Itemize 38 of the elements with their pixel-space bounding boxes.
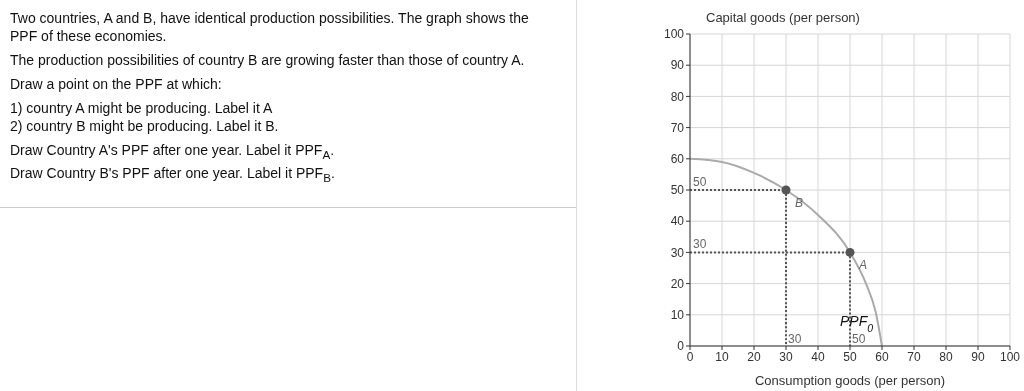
x-tick-label: 80 <box>939 349 953 364</box>
y-tick-label: 80 <box>670 89 685 104</box>
x-axis-title: Consumption goods (per person) <box>754 373 946 388</box>
y-axis-title: Capital goods (per person) <box>706 10 860 25</box>
text: Draw Country A's PPF after one year. Label it PPF$_{A}$. <box>10 141 336 163</box>
y-tick-label: 0 <box>677 339 685 354</box>
text: The production possibilities of country B are growing faster than those of country A. <box>10 51 526 69</box>
x-tick-label: 100 <box>999 349 1021 364</box>
y-tick-label: 20 <box>670 276 685 291</box>
annotation: 30 <box>788 332 802 346</box>
annotation: 50 <box>852 332 866 346</box>
y-tick-label: 90 <box>670 58 685 73</box>
text: 2) country B might be producing. Label it B. <box>10 117 280 135</box>
text: 1) country A might be producing. Label it A <box>10 99 274 117</box>
x-tick-label: 60 <box>875 349 889 364</box>
y-tick-label: 100 <box>663 27 685 42</box>
y-tick-label: 30 <box>670 245 685 260</box>
x-tick-label: 70 <box>907 349 921 364</box>
x-tick-label: 20 <box>747 349 761 364</box>
x-tick-label: 30 <box>779 349 793 364</box>
x-tick-label: 10 <box>715 349 729 364</box>
x-tick-label: 40 <box>811 349 825 364</box>
y-tick-label: 70 <box>670 120 685 135</box>
annotation: A <box>858 258 868 273</box>
annotation: 30 <box>693 237 707 252</box>
y-tick-label: 50 <box>670 183 685 198</box>
y-tick-label: 60 <box>670 152 685 167</box>
x-tick-label: 50 <box>843 349 857 364</box>
text: Draw a point on the PPF at which: <box>10 75 223 93</box>
annotation: 50 <box>693 175 707 189</box>
series-label: PPF$_{0}$ <box>840 313 874 334</box>
line-series <box>690 157 883 346</box>
x-tick-label: 90 <box>971 349 985 364</box>
text: Two countries, A and B, have identical production possibilities. The graph shows the PPF of these economies. <box>10 9 530 45</box>
y-tick-label: 10 <box>670 308 685 323</box>
text: Draw Country B's PPF after one year. Label it PPF$_{B}$. <box>10 163 336 186</box>
y-tick-label: 40 <box>670 214 685 229</box>
annotation: B <box>795 196 804 210</box>
